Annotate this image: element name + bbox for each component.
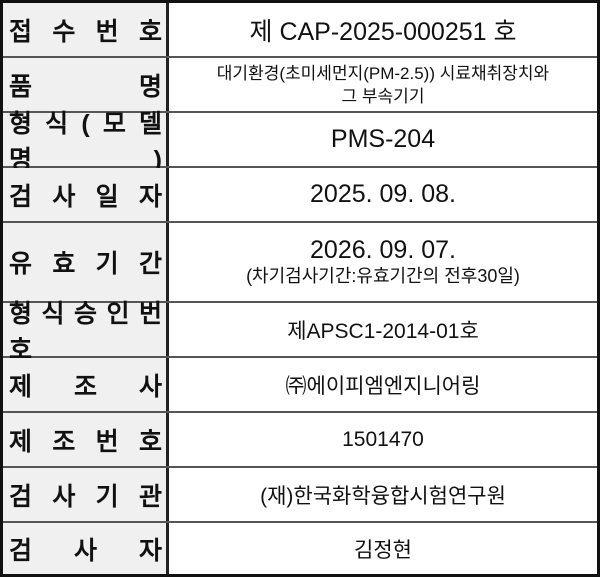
product-name-line-2: 그 부속기기 [341, 87, 425, 106]
label-product-name: 품 명 [9, 72, 162, 101]
value-receipt-number: 제 CAP-2025-000251 호 [249, 17, 517, 46]
label-manufacturer: 제 조 사 [9, 372, 162, 401]
row-inspection-date: 검 사 일 자 2025. 09. 08. [3, 168, 597, 223]
row-approval-number: 형 식 승 인 번 호 제APSC1-2014-01호 [3, 300, 597, 364]
value-inspection-agency: (재)한국화학융합시험연구원 [260, 484, 506, 508]
label-receipt-number: 접 수 번 호 [9, 17, 162, 46]
row-inspection-agency: 검 사 기 관 (재)한국화학융합시험연구원 [3, 468, 597, 523]
label-approval-number: 형 식 승 인 번 호 [9, 299, 162, 364]
label-model: 형 식 ( 모 델 명 ) [9, 109, 162, 174]
validity-date: 2026. 09. 07. [310, 236, 456, 264]
value-approval-number: 제APSC1-2014-01호 [287, 319, 479, 343]
label-inspection-agency: 검 사 기 관 [9, 482, 162, 511]
label-inspector: 검 사 자 [9, 536, 162, 565]
label-serial-number: 제 조 번 호 [9, 427, 162, 456]
row-receipt-number: 접 수 번 호 제 CAP-2025-000251 호 [3, 3, 597, 58]
value-inspection-date: 2025. 09. 08. [310, 180, 456, 208]
validity-note: (차기검사기간:유효기간의 전후30일) [246, 266, 520, 286]
value-manufacturer: ㈜에이피엠엔지니어링 [285, 374, 481, 398]
value-validity: 2026. 09. 07. (차기검사기간:유효기간의 전후30일) [169, 223, 597, 301]
row-manufacturer: 제 조 사 ㈜에이피엠엔지니어링 [3, 358, 597, 413]
value-inspector: 김정현 [354, 538, 412, 562]
row-model: 형 식 ( 모 델 명 ) PMS-204 [3, 110, 597, 174]
row-validity: 유 효 기 간 2026. 09. 07. (차기검사기간:유효기간의 전후30… [3, 223, 597, 303]
row-serial-number: 제 조 번 호 1501470 [3, 413, 597, 468]
value-model: PMS-204 [330, 125, 436, 153]
product-name-line-1: 대기환경(초미세먼지(PM-2.5)) 시료채취장치와 [216, 64, 550, 83]
label-inspection-date: 검 사 일 자 [9, 182, 162, 211]
value-product-name: 대기환경(초미세먼지(PM-2.5)) 시료채취장치와 그 부속기기 [169, 58, 597, 111]
row-inspector: 검 사 자 김정현 [3, 523, 597, 574]
label-validity: 유 효 기 간 [9, 250, 162, 278]
row-product-name: 품 명 대기환경(초미세먼지(PM-2.5)) 시료채취장치와 그 부속기기 [3, 58, 597, 113]
value-serial-number: 1501470 [342, 427, 424, 451]
